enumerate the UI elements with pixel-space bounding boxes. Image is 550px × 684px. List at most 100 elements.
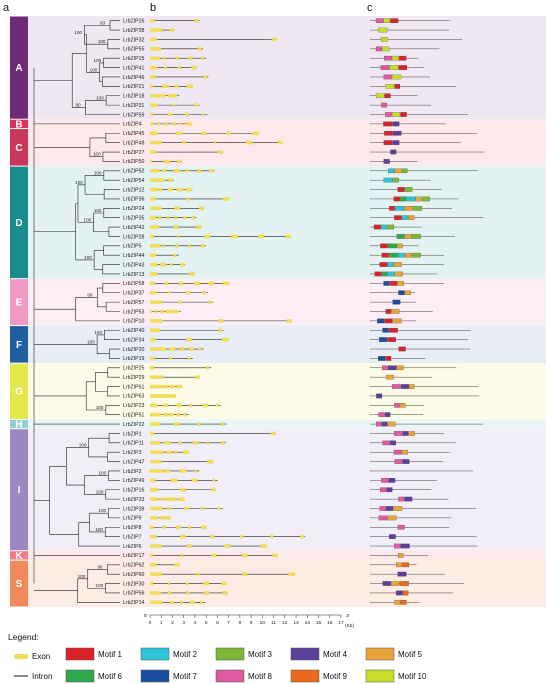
motif-block: [411, 234, 421, 239]
tree-branch: [93, 250, 104, 270]
gene-label: LrbZIP27: [123, 150, 144, 156]
exon-block: [181, 140, 187, 145]
group-sidebar: A B C D E F G H I K S: [10, 16, 28, 607]
motif-block: [390, 440, 397, 446]
exon-block: [164, 441, 171, 445]
axis-tick-label: 3: [182, 620, 185, 626]
group-label: S: [16, 579, 23, 590]
exon-block: [200, 244, 205, 248]
exon-block: [226, 131, 231, 136]
exon-block: [150, 319, 163, 323]
exon-block: [155, 309, 158, 314]
motif-swatch: [140, 647, 170, 661]
exon-block: [163, 384, 169, 389]
exon-block: [204, 591, 210, 595]
exon-block: [179, 300, 182, 304]
exon-block: [177, 234, 180, 239]
bootstrap-value: 100: [87, 339, 95, 344]
gene-label: LrbZIP9: [123, 516, 142, 522]
tree-branch: [84, 175, 105, 195]
group-label: A: [15, 63, 22, 74]
motif-block: [394, 84, 401, 89]
gene-label: LrbZIP14: [123, 600, 144, 606]
exon-block: [196, 225, 201, 229]
group-label: C: [15, 143, 22, 154]
exon-block: [150, 140, 162, 145]
motif-block: [422, 196, 430, 202]
motif-block: [396, 590, 403, 596]
exon-block: [186, 84, 193, 89]
motif-swatch: [365, 669, 395, 683]
exon-block: [156, 178, 163, 182]
motif-block: [409, 384, 415, 389]
exon-block: [203, 75, 208, 79]
bootstrap-value: 100: [84, 217, 92, 222]
exon-block: [168, 356, 173, 361]
exon-block: [150, 450, 162, 455]
motif-block: [398, 290, 405, 296]
exon-block: [271, 37, 277, 42]
gene-label: LrbZIP52: [123, 169, 144, 175]
motif-block: [393, 506, 403, 511]
motif-swatch: [140, 669, 170, 683]
gene-label: LrbZIP35: [123, 215, 144, 221]
exon-block: [167, 506, 171, 511]
motif-block: [379, 262, 388, 267]
motif-block: [400, 196, 406, 202]
gene-label: LrbZIP7: [123, 534, 142, 540]
exon-block: [150, 300, 163, 304]
exon-block: [202, 290, 207, 295]
exon-block: [150, 309, 153, 314]
gene-label: LrbZIP55: [123, 47, 144, 53]
exon-block: [208, 300, 212, 304]
exon-block: [158, 187, 163, 192]
tree-branch: [66, 447, 89, 486]
axis-tick-label: 16: [327, 620, 333, 626]
exon-block: [188, 272, 195, 276]
motif-block: [387, 365, 397, 371]
motif-block: [387, 262, 394, 267]
motif-block: [404, 234, 412, 239]
exon-block: [204, 234, 211, 239]
tree-branch: [85, 100, 120, 115]
exon-block: [156, 412, 162, 417]
motif-block: [379, 506, 386, 511]
gene-label: LrbZIP61: [123, 384, 144, 390]
exon-block: [150, 403, 158, 408]
motif-legend-label: Motif 2: [173, 650, 198, 659]
motif-block: [383, 159, 390, 164]
group-color-bar: [10, 166, 28, 279]
axis-tick-label: 10: [260, 620, 266, 626]
exon-block: [185, 168, 189, 173]
motif-block: [396, 562, 403, 568]
tree-branch: [109, 20, 120, 31]
exon-block: [162, 178, 165, 182]
axis-tick-label: 4: [194, 620, 197, 626]
exon-block: [150, 591, 161, 595]
exon-block: [168, 591, 172, 595]
exon-block: [197, 168, 202, 173]
exon-block: [163, 65, 168, 70]
exon-block: [194, 18, 199, 23]
exon-block: [150, 159, 153, 164]
gene-label: LrbZIP30: [123, 581, 144, 587]
exon-block: [150, 75, 156, 79]
motif-block: [383, 18, 391, 23]
exon-block: [222, 197, 230, 201]
motif-legend-label: Motif 10: [398, 672, 427, 681]
exon-block: [150, 197, 156, 201]
gene-label: LrbZIP16: [123, 488, 144, 494]
motif-block: [396, 234, 405, 239]
gene-label: LrbZIP10: [123, 319, 144, 325]
exon-block: [162, 244, 165, 248]
exon-block: [161, 497, 166, 501]
group-label: H: [15, 420, 22, 431]
exon-block: [202, 112, 205, 117]
motif-block: [385, 356, 392, 361]
motif-legend-label: Motif 9: [323, 672, 348, 681]
motif-block: [394, 459, 403, 464]
motif-block: [404, 206, 414, 211]
exon-block: [252, 131, 260, 136]
exon-block: [198, 347, 201, 351]
motif-block: [392, 55, 399, 61]
